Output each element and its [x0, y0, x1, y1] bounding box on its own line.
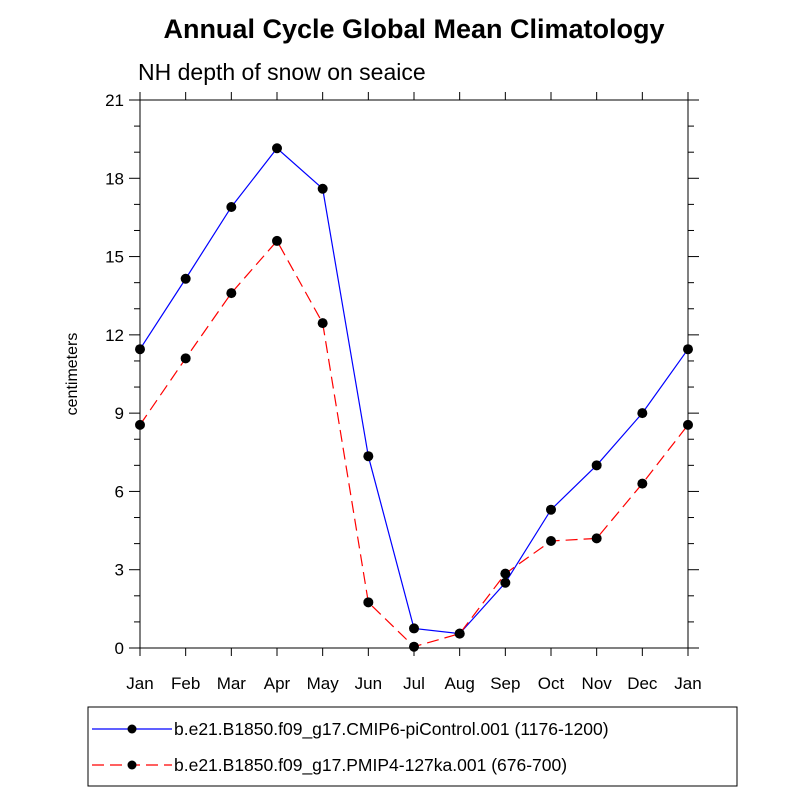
series-1-point: [409, 623, 419, 634]
x-tick-label: Oct: [538, 674, 565, 693]
x-tick-label: Nov: [582, 674, 613, 693]
series-1-point: [180, 273, 191, 284]
series-1-point: [500, 577, 511, 588]
y-tick-label: 12: [105, 326, 124, 345]
series-2-point: [180, 353, 191, 364]
x-tick-label: Apr: [264, 674, 291, 693]
x-tick-label: May: [307, 674, 340, 693]
plot-frame: [139, 99, 689, 649]
series-2-point: [272, 235, 282, 246]
y-tick-labels: 0 3 6 9 12 15 18 21: [105, 91, 124, 658]
series-2-point: [637, 478, 648, 489]
series-1-point: [591, 460, 602, 471]
x-tick-label: Dec: [627, 674, 658, 693]
series-2-point: [683, 419, 693, 430]
series-2-point: [317, 318, 328, 329]
x-tick-label: Jan: [674, 674, 701, 693]
y-tick-label: 9: [115, 404, 124, 423]
x-tick-label: Jun: [355, 674, 382, 693]
legend-marker-2: [127, 760, 137, 770]
series-2-point: [546, 536, 556, 547]
series-1-point: [683, 344, 693, 355]
series-line-1: [139, 147, 689, 635]
series-2-point: [363, 597, 374, 608]
legend-box: [87, 706, 738, 787]
series-2-point: [409, 641, 419, 652]
y-tick-label: 0: [115, 639, 124, 658]
series-1-point: [637, 408, 648, 419]
y-tick-label: 18: [105, 169, 124, 188]
chart-title: Annual Cycle Global Mean Climatology: [163, 14, 664, 44]
series-2-point: [135, 419, 145, 430]
series-1-point: [272, 143, 282, 154]
series-2-point: [500, 568, 511, 579]
series-layer: [135, 143, 693, 652]
series-1-point: [317, 183, 328, 194]
chart-subtitle: NH depth of snow on seaice: [138, 59, 426, 85]
series-line-2: [139, 239, 689, 648]
series-1-point: [546, 504, 556, 515]
series-2-point: [226, 288, 237, 299]
y-tick-label: 21: [105, 91, 124, 110]
series-2-point: [454, 628, 465, 639]
legend: b.e21.B1850.f09_g17.CMIP6-piControl.001 …: [92, 719, 609, 776]
y-tick-label: 6: [115, 482, 124, 501]
series-2-point: [591, 533, 602, 544]
legend-label-1: b.e21.B1850.f09_g17.CMIP6-piControl.001 …: [174, 719, 609, 740]
y-tick-label: 3: [115, 561, 124, 580]
legend-label-2: b.e21.B1850.f09_g17.PMIP4-127ka.001 (676…: [174, 755, 567, 776]
x-tick-label: Aug: [445, 674, 475, 693]
series-1-point: [135, 344, 145, 355]
x-tick-label: Sep: [490, 674, 520, 693]
axis-ticks: [129, 92, 699, 656]
x-tick-label: Jan: [126, 674, 153, 693]
x-tick-label: Mar: [217, 674, 247, 693]
x-tick-label: Feb: [171, 674, 200, 693]
y-tick-label: 15: [105, 248, 124, 267]
series-1-point: [226, 201, 237, 212]
x-tick-labels: Jan Feb Mar Apr May Jun Jul Aug Sep Oct Nov Dec Jan: [126, 674, 701, 693]
y-axis-label: centimeters: [64, 333, 81, 416]
legend-marker-1: [127, 724, 137, 734]
series-1-point: [363, 451, 374, 462]
x-tick-label: Jul: [403, 674, 425, 693]
